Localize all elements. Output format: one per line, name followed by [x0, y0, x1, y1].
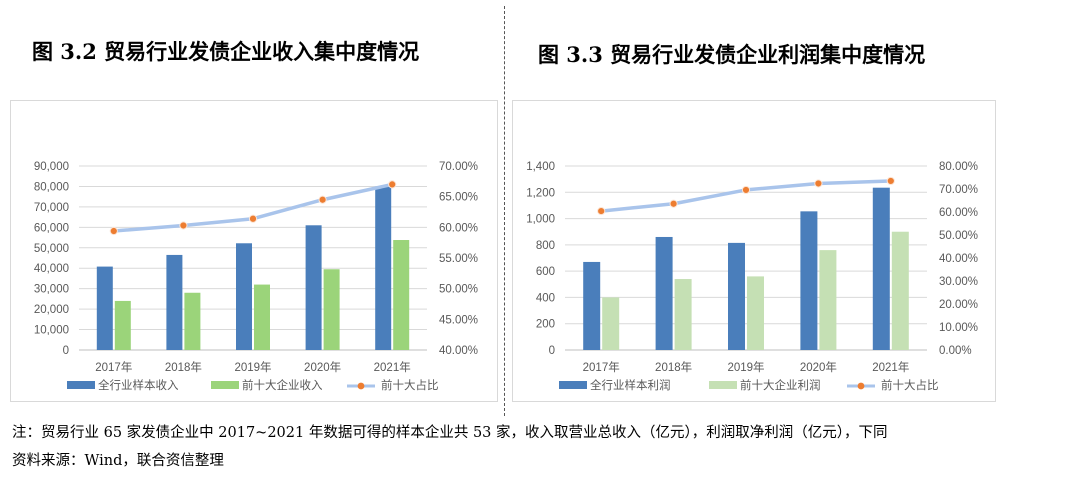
- profit-bar-total: [728, 242, 745, 350]
- legend-label-top10: 前十大企业利润: [740, 378, 821, 392]
- right-axis-tick-label: 55.00%: [439, 253, 478, 265]
- profit-bar-total: [655, 236, 673, 350]
- profit-share-marker: [741, 185, 751, 195]
- right-axis-tick-label: 60.00%: [939, 207, 978, 219]
- x-axis-tick-label: 2021年: [374, 360, 411, 374]
- revenue-concentration-chart: 0 10,000 20,000 30,000 40,000 50,000 60,000 70,…: [34, 161, 478, 392]
- left-axis-tick-label: 800: [536, 240, 555, 252]
- left-axis-tick-label: 30,000: [34, 284, 69, 296]
- legend-marker-share: [357, 382, 365, 390]
- right-axis-tick-label: 40.00%: [939, 253, 978, 265]
- right-axis-tick-label: 65.00%: [439, 192, 478, 204]
- right-axis-tick-label: 10.00%: [939, 322, 978, 334]
- revenue-bar-total: [96, 266, 113, 350]
- right-axis-tick-label: 50.00%: [439, 284, 478, 296]
- legend-swatch-total: [67, 381, 95, 389]
- legend-label-total: 全行业样本利润: [590, 378, 671, 392]
- profit-bar-top10: [602, 297, 620, 350]
- left-axis-tick-label: 50,000: [34, 243, 69, 255]
- profit-share-line: [601, 179, 891, 213]
- right-axis-tick-label: 50.00%: [939, 230, 978, 242]
- left-axis-tick-label: 70,000: [34, 202, 69, 214]
- profit-bar-total: [872, 187, 890, 350]
- dashed-divider: [504, 6, 505, 416]
- legend-label-top10: 前十大企业收入: [242, 378, 323, 392]
- profit-bar-top10: [819, 250, 837, 350]
- revenue-share-marker: [318, 195, 327, 204]
- revenue-bar-top10: [393, 240, 410, 350]
- left-axis-tick-label: 400: [536, 292, 555, 304]
- right-axis-tick-label: 20.00%: [939, 299, 978, 311]
- note-line: 注：贸易行业 65 家发债企业中 2017~2021 年数据可得的样本企业共 5…: [12, 425, 888, 441]
- legend-marker-share: [857, 382, 865, 390]
- right-axis-tick-label: 45.00%: [439, 314, 478, 326]
- profit-share-marker: [597, 206, 606, 216]
- left-figure-title: 图 3.2 贸易行业发债企业收入集中度情况: [32, 39, 420, 64]
- left-axis-tick-label: 40,000: [34, 263, 69, 275]
- profit-concentration-chart: 0 200 400 600 800 1,000 1,200 1,400 0.00% 10.00% 2…: [526, 161, 978, 392]
- x-axis-tick-label: 2017年: [583, 360, 620, 374]
- revenue-bar-top10: [254, 284, 270, 350]
- revenue-bar-total: [236, 243, 252, 350]
- profit-bar-top10: [674, 279, 692, 350]
- revenue-bar-top10: [114, 300, 131, 350]
- x-axis-tick-label: 2018年: [655, 360, 692, 374]
- left-axis-tick-label: 0: [549, 345, 555, 357]
- profit-bar-top10: [891, 231, 909, 350]
- profit-share-marker: [669, 199, 678, 208]
- x-axis-tick-label: 2020年: [800, 360, 837, 374]
- left-axis-tick-label: 200: [536, 319, 555, 331]
- x-axis-tick-label: 2019年: [234, 360, 271, 374]
- left-axis-tick-label: 20,000: [34, 304, 69, 316]
- right-axis-tick-label: 0.00%: [939, 345, 972, 357]
- left-axis-tick-label: 10,000: [34, 325, 69, 337]
- left-axis-tick-label: 90,000: [34, 161, 69, 173]
- profit-bar-total: [800, 211, 818, 350]
- right-axis-tick-label: 70.00%: [939, 184, 978, 196]
- x-axis-tick-label: 2018年: [165, 360, 202, 374]
- revenue-bar-total: [166, 254, 183, 350]
- left-axis-tick-label: 60,000: [34, 222, 69, 234]
- right-axis-tick-label: 30.00%: [939, 276, 978, 288]
- profit-share-marker: [814, 179, 823, 188]
- right-axis-tick-label: 80.00%: [939, 161, 978, 173]
- source-line: 资料来源：Wind，联合资信整理: [12, 453, 224, 469]
- revenue-bar-total: [305, 225, 322, 350]
- revenue-share-marker: [388, 180, 397, 189]
- revenue-bar-top10: [184, 292, 201, 350]
- left-axis-tick-label: 1,200: [526, 187, 555, 199]
- revenue-share-line: [113, 182, 393, 233]
- legend-swatch-total: [559, 381, 587, 389]
- right-figure-title: 图 3.3 贸易行业发债企业利润集中度情况: [538, 42, 926, 67]
- right-axis-tick-label: 60.00%: [439, 222, 478, 234]
- profit-chart-frame: 0 200 400 600 800 1,000 1,200 1,400 0.00% 10.00% 2…: [512, 100, 996, 402]
- right-axis-tick-label: 70.00%: [439, 161, 478, 173]
- profit-share-marker: [886, 176, 895, 186]
- legend-label-share: 前十大占比: [381, 378, 439, 392]
- x-axis-tick-label: 2019年: [727, 360, 764, 374]
- revenue-bar-total: [375, 186, 392, 350]
- left-axis-tick-label: 1,400: [526, 161, 555, 173]
- x-axis-tick-label: 2021年: [872, 360, 909, 374]
- left-axis-tick-label: 600: [536, 266, 555, 278]
- revenue-chart-frame: 0 10,000 20,000 30,000 40,000 50,000 60,000 70,…: [10, 100, 498, 402]
- revenue-share-marker: [248, 214, 258, 223]
- legend-label-total: 全行业样本收入: [98, 378, 179, 392]
- right-axis-tick-label: 40.00%: [439, 345, 478, 357]
- x-axis-tick-label: 2017年: [95, 360, 132, 374]
- left-axis-tick-label: 0: [63, 345, 69, 357]
- left-axis-tick-label: 80,000: [34, 181, 69, 193]
- profit-bar-total: [583, 261, 601, 350]
- revenue-share-marker: [179, 221, 188, 230]
- legend-swatch-top10: [211, 381, 239, 389]
- legend-label-share: 前十大占比: [881, 378, 939, 392]
- revenue-share-marker: [109, 226, 118, 236]
- profit-bar-top10: [747, 276, 764, 350]
- legend-swatch-top10: [709, 381, 737, 389]
- revenue-bar-top10: [323, 269, 340, 350]
- x-axis-tick-label: 2020年: [304, 360, 341, 374]
- left-axis-tick-label: 1,000: [526, 214, 555, 226]
